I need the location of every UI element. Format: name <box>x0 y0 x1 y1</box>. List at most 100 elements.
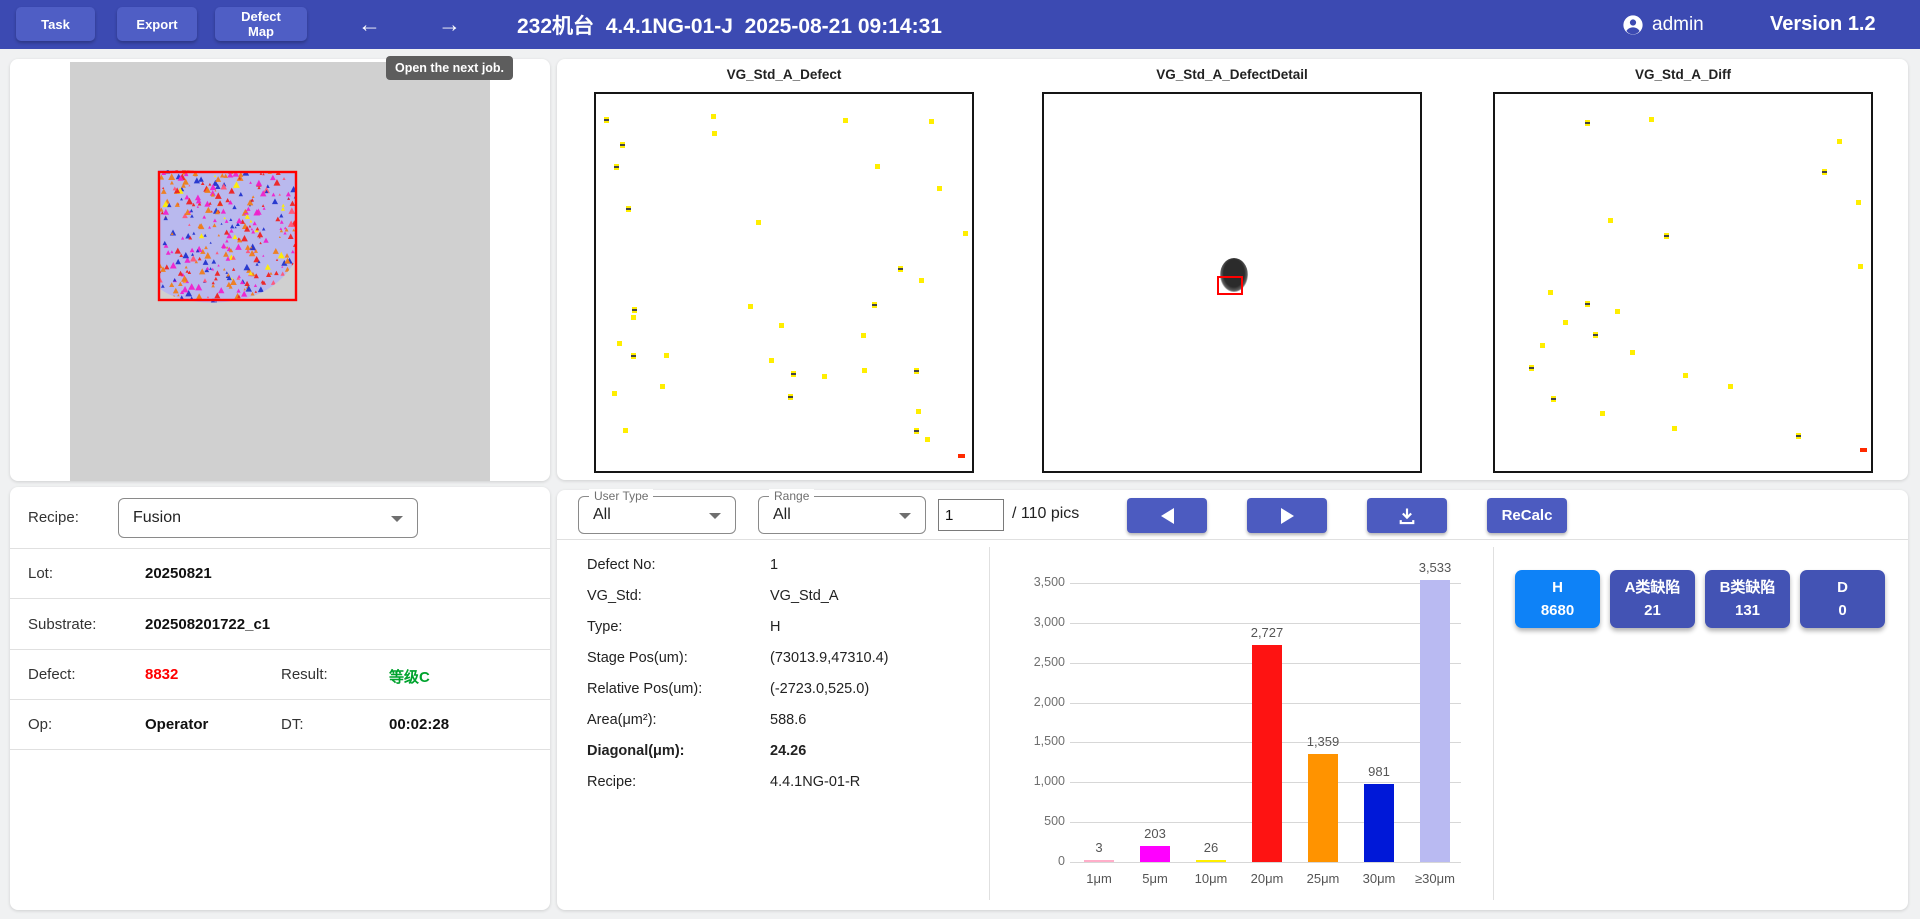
class-button-type: B类缺陷 <box>1719 578 1776 596</box>
x-axis-label: 20μm <box>1250 871 1284 886</box>
page-number-input[interactable] <box>938 499 1004 531</box>
divider <box>1493 547 1494 900</box>
chart-bar <box>1420 580 1450 862</box>
user-chip[interactable]: admin <box>1622 0 1704 49</box>
defect-dot <box>779 323 785 329</box>
defect-detail-image[interactable] <box>1042 92 1422 473</box>
defect-dot <box>914 368 920 375</box>
defect-dot <box>1795 433 1801 440</box>
wafer-map-canvas[interactable] <box>70 62 490 481</box>
divider <box>10 749 550 750</box>
defect-dot <box>918 278 924 284</box>
x-axis-label: 10μm <box>1194 871 1228 886</box>
divider <box>10 649 550 650</box>
y-axis-tick: 0 <box>1058 854 1065 868</box>
back-arrow-icon[interactable]: ← <box>358 11 381 37</box>
defect-dot <box>1855 199 1861 205</box>
y-axis-tick: 1,000 <box>1033 774 1065 789</box>
range-value: All <box>773 506 791 523</box>
divider <box>557 539 1908 540</box>
export-button[interactable]: Export <box>117 7 197 41</box>
defect-dot <box>626 205 632 212</box>
defect-dot <box>1630 350 1636 356</box>
info-label: Recipe: <box>587 774 637 790</box>
x-axis-label: 5μm <box>1142 871 1168 886</box>
range-label: Range <box>769 489 815 503</box>
defect-dot <box>631 307 637 314</box>
defect-dot <box>821 374 827 380</box>
y-axis-tick: 3,500 <box>1033 575 1065 589</box>
tooltip: Open the next job. <box>386 56 514 80</box>
info-value: 588.6 <box>770 712 807 728</box>
gridline <box>1070 583 1461 584</box>
x-axis-label: ≥30μm <box>1415 871 1455 886</box>
user-type-label: User Type <box>589 489 654 503</box>
chart-bar <box>1308 753 1338 862</box>
divider <box>989 547 990 900</box>
defect-dot <box>1822 169 1828 176</box>
y-axis-tick: 3,000 <box>1033 614 1065 629</box>
class-button-count: 0 <box>1838 602 1847 619</box>
diff-image[interactable] <box>1493 92 1873 473</box>
defect-dot <box>937 185 943 191</box>
bar-value-label: 2,727 <box>1250 624 1284 640</box>
defect-dot <box>843 117 849 123</box>
user-type-select[interactable]: User Type All <box>578 489 736 534</box>
version-label: Version 1.2 <box>1770 13 1876 35</box>
class-button-type: D <box>1837 578 1848 596</box>
prev-button[interactable] <box>1127 498 1207 533</box>
defect-panels-card: VG_Std_A_Defect VG_Std_A_DefectDetail VG… <box>557 59 1908 480</box>
download-icon <box>1397 506 1417 526</box>
info-value: (73013.9,47310.4) <box>770 650 889 666</box>
forward-arrow-icon[interactable]: → <box>438 11 461 37</box>
defect-dot <box>755 219 761 225</box>
defect-dot <box>1857 263 1863 269</box>
defect-dot <box>630 352 636 359</box>
defect-dot <box>1728 384 1734 390</box>
defect-dot <box>928 118 934 124</box>
lot-label: Lot: <box>28 565 54 582</box>
defect-dot <box>604 116 610 123</box>
defect-dot <box>1592 331 1598 338</box>
defect-dot <box>769 357 775 363</box>
recalc-button[interactable]: ReCalc <box>1487 498 1567 533</box>
defect-map-button[interactable]: Defect Map <box>215 7 307 41</box>
class-button-H[interactable]: H 8680 <box>1515 570 1600 628</box>
class-button-A类缺陷[interactable]: A类缺陷 21 <box>1610 570 1695 628</box>
defect-dot <box>659 384 665 390</box>
class-button-count: 21 <box>1644 602 1661 619</box>
x-axis-label: 30μm <box>1362 871 1396 886</box>
left-triangle-icon <box>1160 507 1174 524</box>
op-value: Operator <box>145 716 209 733</box>
defect-dot <box>862 368 868 374</box>
download-button[interactable] <box>1367 498 1447 533</box>
op-label: Op: <box>28 716 53 733</box>
defect-dot <box>916 408 922 414</box>
defect-count-label: Defect: <box>28 666 76 683</box>
gridline <box>1070 622 1461 624</box>
defect-image[interactable] <box>594 92 974 473</box>
dt-label: DT: <box>281 716 304 733</box>
range-select[interactable]: Range All <box>758 489 926 534</box>
wafer-map-image <box>157 170 298 303</box>
defect-dot <box>787 393 793 400</box>
panel-title-defectdetail: VG_Std_A_DefectDetail <box>1156 67 1308 82</box>
task-button[interactable]: Task <box>16 7 95 41</box>
defect-count-value: 8832 <box>145 666 179 683</box>
chart-bar <box>1084 860 1114 862</box>
result-label: Result: <box>281 666 328 683</box>
defect-dot <box>1615 308 1621 314</box>
info-value: (-2723.0,525.0) <box>770 681 870 697</box>
substrate-label: Substrate: <box>28 616 97 633</box>
defect-dot <box>1547 290 1553 296</box>
defect-dot <box>1837 139 1843 145</box>
defect-dot <box>1585 120 1591 127</box>
defect-detail-card: User Type All Range All / 110 pics ReCal… <box>557 489 1908 910</box>
page-title: 232机台 4.4.1NG-01-J 2025-08-21 09:14:31 <box>517 14 942 38</box>
class-button-B类缺陷[interactable]: B类缺陷 131 <box>1705 570 1790 628</box>
recipe-select[interactable]: Fusion <box>118 498 418 538</box>
next-button[interactable] <box>1247 498 1327 533</box>
defect-dot <box>875 163 881 169</box>
y-axis-tick: 500 <box>1044 814 1065 829</box>
